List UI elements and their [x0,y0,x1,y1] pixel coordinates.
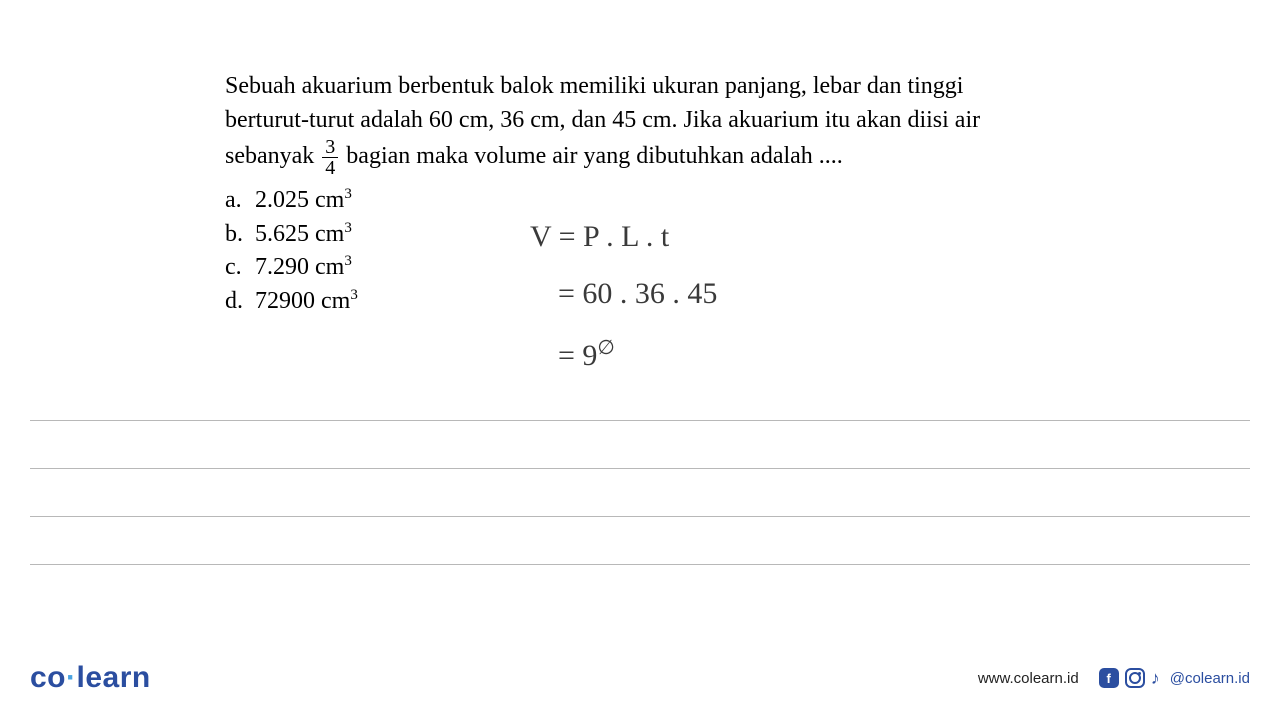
option-value: 7.290 cm3 [255,251,352,285]
question-line3-pre: sebanyak [225,143,320,169]
fraction-numerator: 3 [322,137,338,158]
handwriting-line1: V = P . L . t [530,220,669,254]
ruled-lines [30,420,1250,612]
option-value: 72900 cm3 [255,285,358,319]
website-url: www.colearn.id [978,670,1079,687]
handwriting-line3: = 9∅ [558,335,615,373]
option-letter: d. [225,285,255,319]
tiktok-icon: ♪ [1151,668,1160,689]
handwriting-line2: = 60 . 36 . 45 [558,277,717,311]
ruled-line [30,468,1250,516]
option-value: 5.625 cm3 [255,218,352,252]
instagram-icon [1125,668,1145,688]
option-letter: b. [225,218,255,252]
question-text: Sebuah akuarium berbentuk balok memiliki… [225,70,1045,178]
question-line3-post: bagian maka volume air yang dibutuhkan a… [346,143,843,169]
option-a: a. 2.025 cm3 [225,184,1045,218]
ruled-line [30,516,1250,564]
facebook-icon: f [1099,668,1119,688]
option-value: 2.025 cm3 [255,184,352,218]
question-fraction: 3 4 [322,137,338,178]
logo: co·learn [30,661,151,695]
logo-pre: co [30,661,66,694]
footer: co·learn www.colearn.id f ♪ @colearn.id [30,661,1250,695]
option-letter: c. [225,251,255,285]
ruled-line [30,420,1250,468]
question-line1: Sebuah akuarium berbentuk balok memiliki… [225,73,963,99]
logo-post: learn [77,661,151,694]
logo-dot: · [66,661,77,694]
social-handle: @colearn.id [1170,670,1250,687]
option-letter: a. [225,184,255,218]
question-line2: berturut-turut adalah 60 cm, 36 cm, dan … [225,107,980,133]
ruled-line [30,564,1250,612]
fraction-denominator: 4 [322,158,338,178]
footer-right: www.colearn.id f ♪ @colearn.id [978,668,1250,689]
social-icons: f ♪ @colearn.id [1099,668,1250,689]
